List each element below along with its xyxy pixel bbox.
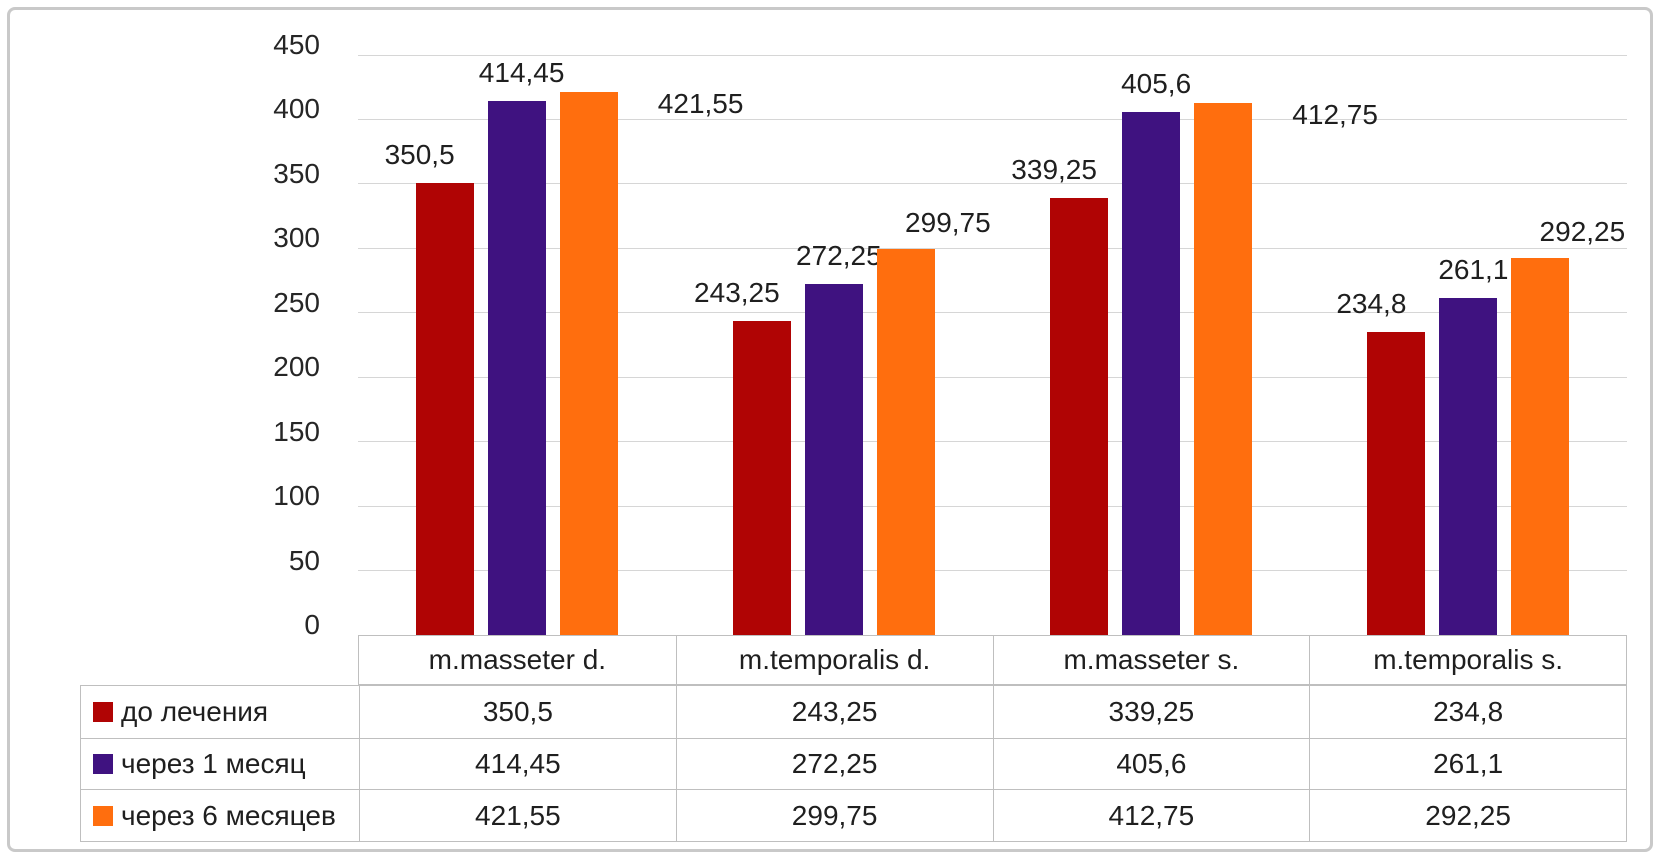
bar-value-label: 414,45 (478, 56, 565, 88)
bar-value-label: 234,8 (1336, 288, 1407, 320)
gridline (358, 118, 1627, 120)
bar-через-1-месяц-m-temporalis-s- (1439, 298, 1498, 635)
table-value-cell: 272,25 (675, 737, 993, 790)
bar-value-label: 350,5 (384, 139, 455, 171)
y-axis-tick-label: 0 (304, 609, 320, 640)
bar-value-label: 421,55 (657, 87, 744, 119)
table-value-cell: 414,45 (359, 737, 676, 790)
legend-series-name: через 6 месяцев (121, 799, 336, 831)
y-axis-tick-label: 300 (273, 222, 320, 254)
bar-через-6-месяцев-m-temporalis-d- (876, 248, 935, 635)
bar-через-6-месяцев-m-temporalis-s- (1511, 258, 1570, 635)
bar-через-1-месяц-m-masseter-d- (487, 100, 546, 635)
category-label: m.masseter d. (428, 644, 607, 675)
table-value-cell: 234,8 (1309, 686, 1626, 738)
bar-value-label: 412,75 (1292, 99, 1378, 131)
y-axis-tick-label: 50 (288, 544, 320, 576)
category-axis-row: m.masseter d. m.temporalis d. m.masseter s… (358, 635, 1627, 685)
legend-item: через 6 месяцев (81, 789, 359, 841)
bar-value-label: 243,25 (694, 277, 780, 309)
gridline (358, 441, 1627, 443)
bar-value-label: 339,25 (1011, 153, 1097, 185)
legend-swatch-icon (93, 753, 113, 774)
bar-до-лечения-m-temporalis-s- (1367, 332, 1426, 635)
bar-через-6-месяцев-m-masseter-d- (559, 91, 618, 635)
legend-swatch-icon (93, 701, 113, 722)
bar-value-label: 405,6 (1121, 68, 1192, 100)
legend-series-name: до лечения (121, 695, 269, 727)
legend-item: до лечения (81, 686, 359, 738)
gridline (358, 376, 1627, 378)
chart-frame: 0 50 100 150 200 250 300 350 400 450 350,5 414,45 4… (7, 7, 1653, 852)
table-value-cell: 339,25 (992, 686, 1310, 738)
y-axis-tick-label: 250 (273, 286, 320, 318)
gridline (358, 505, 1627, 507)
bar-value-label: 272,25 (796, 240, 882, 272)
bar-до-лечения-m-temporalis-d- (732, 321, 791, 635)
y-axis-tick-label: 100 (273, 480, 320, 512)
category-label: m.masseter s. (992, 636, 1310, 684)
table-value-cell: 292,25 (1309, 789, 1626, 841)
y-axis-tick-label: 200 (273, 351, 320, 383)
table-value-cell: 405,6 (992, 737, 1310, 790)
table-value-cell: 350,5 (359, 686, 676, 738)
category-label: m.temporalis s. (1309, 636, 1626, 684)
bar-через-1-месяц-m-temporalis-d- (804, 284, 863, 635)
bar-value-label: 299,75 (905, 206, 991, 238)
bar-до-лечения-m-masseter-s- (1050, 197, 1109, 635)
gridline (358, 570, 1627, 572)
bar-value-label: 292,25 (1539, 216, 1626, 248)
bar-через-6-месяцев-m-masseter-s- (1194, 103, 1253, 635)
bar-до-лечения-m-masseter-d- (415, 183, 474, 635)
legend-swatch-icon (93, 805, 113, 826)
bar-через-1-месяц-m-masseter-s- (1122, 112, 1181, 635)
table-value-cell: 421,55 (359, 789, 676, 841)
y-axis-tick-label: 450 (273, 29, 320, 60)
table-value-cell: 243,25 (675, 686, 993, 738)
y-axis-tick-label: 350 (273, 157, 320, 189)
table-value-cell: 261,1 (1309, 737, 1626, 790)
legend-item: через 1 месяц (81, 737, 359, 790)
table-value-cell: 299,75 (675, 789, 993, 841)
gridline (358, 312, 1627, 314)
category-label: m.temporalis d. (675, 636, 993, 684)
legend-series-name: через 1 месяц (121, 747, 306, 779)
gridline (358, 247, 1627, 249)
data-table: до лечения 350,5 243,25 339,25 234,8 через 1 … (80, 685, 1627, 842)
y-axis-tick-label: 150 (273, 415, 320, 447)
plot-area: 350,5 414,45 421,55 243,25 272,25 299,75 339,2… (358, 54, 1627, 635)
gridline (358, 183, 1627, 185)
y-axis-tick-label: 400 (273, 93, 320, 125)
gridline (358, 54, 1627, 56)
bar-value-label: 261,1 (1438, 254, 1509, 286)
table-value-cell: 412,75 (992, 789, 1310, 841)
